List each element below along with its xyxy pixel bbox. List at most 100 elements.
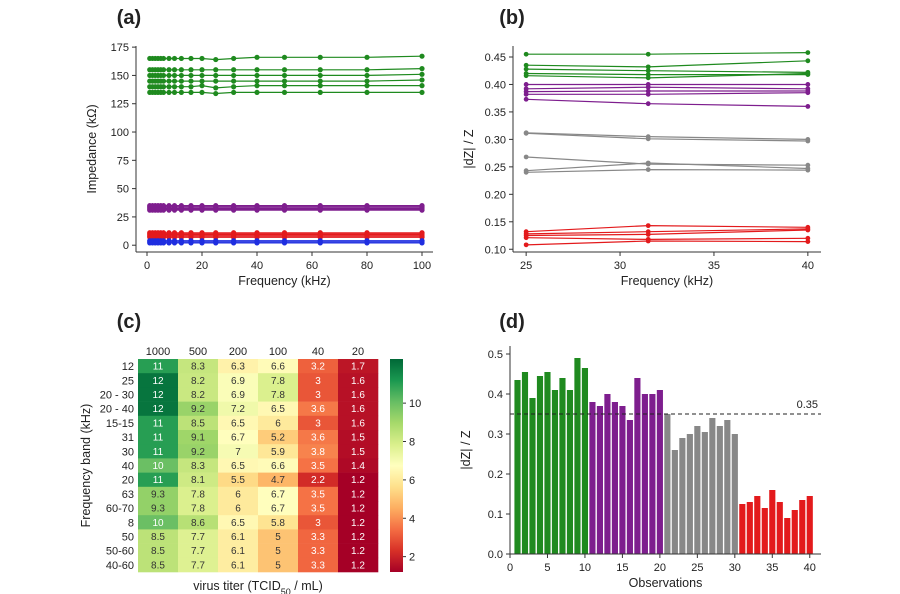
panel-c-y-axis-title: Frequency band (kHz) bbox=[79, 404, 93, 528]
panel-d-bar-g3 bbox=[784, 518, 791, 554]
heatmap-cell-label: 3 bbox=[315, 376, 321, 387]
heatmap-cell bbox=[178, 415, 219, 431]
panel-a-data-point bbox=[160, 240, 167, 246]
heatmap-cell-label: 2.2 bbox=[311, 475, 325, 486]
panel-b-data-point bbox=[523, 154, 529, 160]
panel-b-y-tick-label: 0.15 bbox=[485, 217, 506, 229]
heatmap-cell-label: 6.9 bbox=[231, 376, 245, 387]
panel-b-data-point bbox=[523, 91, 529, 97]
panel-a-data-point bbox=[419, 207, 425, 213]
heatmap-cell bbox=[338, 387, 379, 402]
panel-d-bar-g0 bbox=[536, 376, 544, 554]
panel-label-b: (b) bbox=[499, 7, 525, 29]
heatmap-cell-label: 8.5 bbox=[151, 532, 165, 543]
panel-a-x-axis-title: Frequency (kHz) bbox=[238, 274, 330, 288]
panel-d-bar-g1 bbox=[626, 420, 633, 554]
panel-a-data-point bbox=[317, 89, 323, 96]
heatmap-cell-label: 3.2 bbox=[311, 362, 325, 373]
heatmap-cell bbox=[138, 415, 179, 431]
colorbar-tick-label: 6 bbox=[409, 475, 415, 487]
heatmap-cell bbox=[338, 486, 379, 502]
heatmap-row-label: 8 bbox=[128, 517, 134, 529]
panel-a-data-point bbox=[178, 84, 184, 90]
heatmap-cell bbox=[178, 501, 219, 516]
panel-a-y-tick-label: 25 bbox=[117, 212, 129, 224]
panel-a-data-point bbox=[364, 72, 370, 79]
heatmap-cell bbox=[258, 529, 299, 544]
panel-a-data-point bbox=[171, 240, 178, 246]
heatmap-cell bbox=[218, 472, 259, 488]
panel-b-x-tick-label: 25 bbox=[520, 260, 532, 272]
heatmap-cell-label: 5 bbox=[275, 532, 281, 543]
heatmap-row-label: 20 - 40 bbox=[100, 404, 134, 416]
panel-b-series-line-g1-s4 bbox=[526, 98, 808, 107]
panel-b-data-point bbox=[805, 82, 811, 87]
heatmap-cell bbox=[138, 359, 179, 374]
heatmap-cell-label: 8.3 bbox=[191, 461, 205, 472]
heatmap-cell-label: 4.7 bbox=[271, 475, 285, 486]
heatmap-cell-label: 6.1 bbox=[231, 532, 245, 543]
heatmap-cell-label: 7.7 bbox=[191, 532, 205, 543]
panel-b-series-line-g2-s4 bbox=[526, 168, 808, 173]
panel-d-bar-g3 bbox=[746, 502, 753, 554]
heatmap-column-label: 40 bbox=[312, 346, 324, 358]
heatmap-row-label: 60-70 bbox=[106, 503, 134, 515]
panel-a-data-point bbox=[178, 72, 184, 79]
panel-d-x-tick-label: 35 bbox=[766, 562, 778, 574]
panel-d-bar-g3 bbox=[806, 496, 813, 554]
heatmap-cell-label: 7.8 bbox=[191, 489, 205, 500]
heatmap-cell bbox=[218, 529, 259, 544]
panel-a-data-point bbox=[178, 240, 184, 246]
panel-a-axes: 0 20 40 60 80 100 0 25 50 75 100 125 150 175 Frequency… bbox=[85, 42, 433, 288]
colorbar-tick-label: 10 bbox=[409, 398, 421, 410]
panel-a-data-point bbox=[213, 207, 219, 213]
panel-b-data-point bbox=[805, 239, 811, 244]
heatmap-cell bbox=[218, 401, 259, 417]
heatmap-cell bbox=[338, 515, 379, 530]
heatmap-cell-label: 5.2 bbox=[271, 433, 285, 444]
heatmap-cell-label: 7 bbox=[235, 447, 241, 458]
heatmap-cell-label: 3.5 bbox=[311, 489, 325, 500]
panel-b-x-axis-title: Frequency (kHz) bbox=[621, 274, 713, 288]
panel-d-y-tick-label: 0.4 bbox=[488, 389, 503, 401]
heatmap-cell bbox=[178, 387, 219, 402]
panel-b-data-point bbox=[805, 227, 811, 233]
heatmap-row-label: 63 bbox=[122, 489, 134, 501]
heatmap-cell bbox=[298, 415, 339, 431]
heatmap-column-label: 500 bbox=[189, 346, 207, 358]
panel-d-bar-g2 bbox=[701, 432, 708, 554]
heatmap-cell-label: 3.5 bbox=[311, 504, 325, 515]
panel-d-bar-g1 bbox=[596, 406, 604, 554]
heatmap-cell bbox=[138, 486, 179, 502]
panel-b-series-line-g1-s3 bbox=[526, 92, 808, 95]
heatmap-cell-label: 5.8 bbox=[271, 518, 285, 529]
heatmap-cell-label: 6.5 bbox=[231, 518, 245, 529]
panel-a-data-point bbox=[231, 78, 237, 84]
heatmap-cell-label: 7.8 bbox=[271, 390, 285, 401]
heatmap-cell bbox=[338, 430, 379, 445]
panel-a-data-point bbox=[281, 207, 288, 213]
panel-a-data-point bbox=[171, 84, 178, 90]
panel-a-data-point bbox=[188, 78, 194, 84]
heatmap-cell-label: 3.5 bbox=[311, 461, 325, 472]
heatmap-row-label: 15-15 bbox=[106, 418, 134, 430]
panel-b-x-tick-label: 40 bbox=[802, 260, 814, 272]
panel-b-data-point bbox=[805, 138, 811, 144]
panel-d-bar-g0 bbox=[566, 390, 574, 554]
panel-a-data-point bbox=[281, 67, 288, 73]
panel-d-x-tick-label: 20 bbox=[654, 562, 666, 574]
heatmap-cell bbox=[258, 501, 299, 516]
panel-b-series-line-g3-s4 bbox=[526, 240, 808, 246]
heatmap-row-label: 50 bbox=[122, 532, 134, 544]
panel-label-d: (d) bbox=[499, 311, 525, 333]
heatmap-cell-label: 6.3 bbox=[231, 362, 245, 373]
panel-d-bar-g0 bbox=[551, 390, 559, 554]
panel-a-data-point bbox=[231, 72, 237, 79]
panel-a-data-point bbox=[171, 55, 178, 62]
panel-a-x-tick-label: 0 bbox=[144, 260, 150, 272]
panel-a-data-point bbox=[419, 66, 425, 72]
colorbar-tick-label: 8 bbox=[409, 437, 415, 449]
heatmap-cell-label: 1.4 bbox=[351, 461, 365, 472]
panel-a-data-point bbox=[317, 67, 323, 73]
